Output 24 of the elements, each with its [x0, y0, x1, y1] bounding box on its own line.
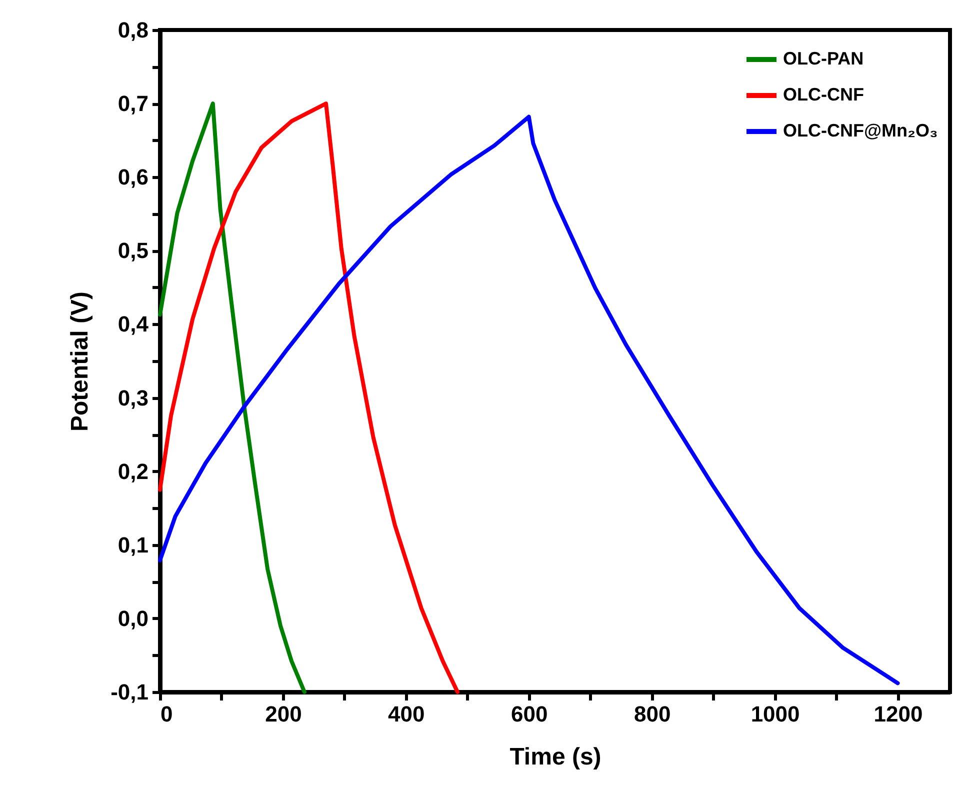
y-tick-label: 0,2 — [118, 458, 148, 484]
x-tick-label: 600 — [511, 702, 548, 726]
legend-label: OLC-CNF@Mn₂O₃ — [783, 120, 938, 140]
y-tick-label: -0,1 — [110, 680, 148, 704]
y-tick-label: 0,3 — [118, 385, 148, 410]
y-tick-label: 0,6 — [118, 164, 148, 190]
y-axis-title: Potential (V) — [66, 291, 94, 432]
line-series — [158, 102, 460, 694]
x-tick-label: 1200 — [874, 702, 923, 726]
y-tick-label: 0,0 — [118, 606, 148, 631]
legend-label: OLC-CNF — [783, 84, 864, 104]
x-axis-title: Time (s) — [510, 744, 602, 770]
x-tick-label: 0 — [160, 702, 173, 726]
x-tick-label: 1000 — [750, 702, 800, 726]
y-tick-label: 0,1 — [118, 532, 148, 558]
y-tick-label: 0,4 — [118, 312, 150, 337]
y-tick-label: 0,7 — [118, 91, 148, 116]
y-tick-label: 0,8 — [118, 18, 148, 42]
line-series — [158, 102, 306, 694]
x-tick-label: 200 — [265, 702, 302, 726]
x-tick-label: 800 — [634, 702, 671, 726]
x-tick-label: 400 — [388, 702, 425, 726]
y-tick-label: 0,5 — [118, 238, 148, 264]
legend-label: OLC-PAN — [783, 48, 864, 68]
